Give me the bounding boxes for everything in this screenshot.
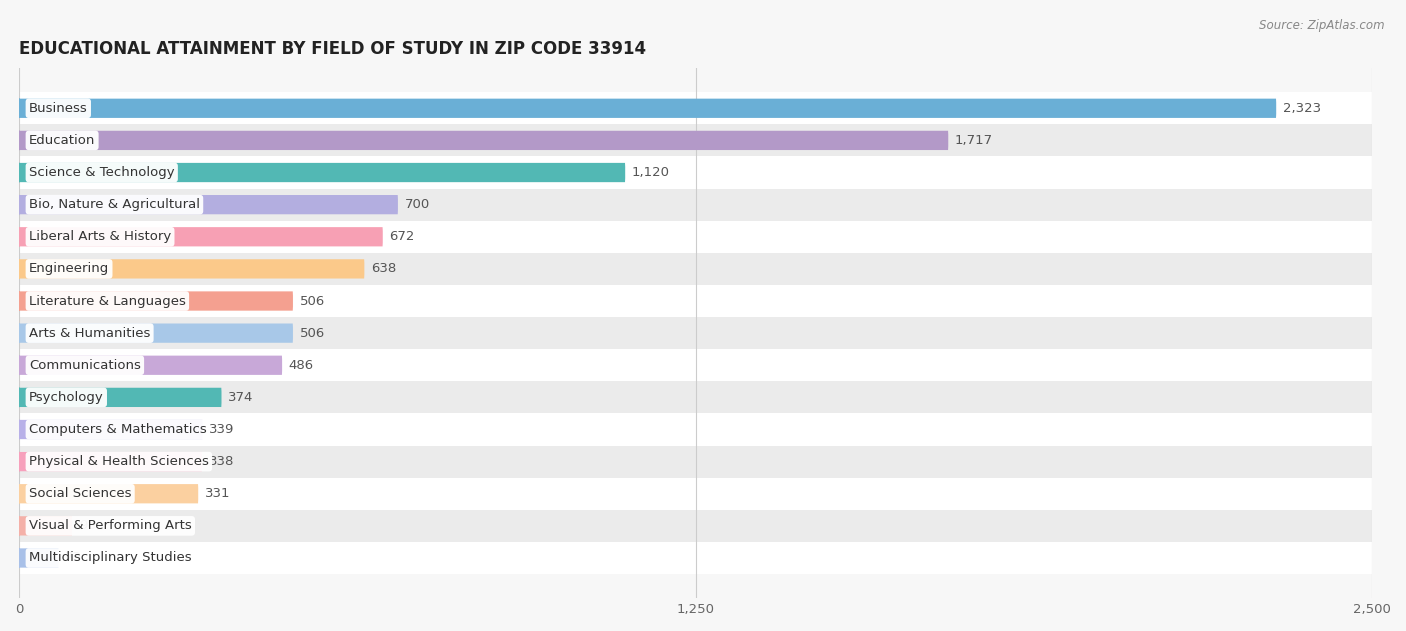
- FancyBboxPatch shape: [20, 131, 948, 150]
- FancyBboxPatch shape: [20, 324, 292, 343]
- Bar: [20, 189, 1372, 221]
- Bar: [20, 413, 1372, 445]
- Text: 700: 700: [405, 198, 430, 211]
- Bar: [20, 349, 1372, 381]
- Text: Business: Business: [30, 102, 87, 115]
- Text: 2,323: 2,323: [1282, 102, 1320, 115]
- Text: 506: 506: [299, 295, 325, 307]
- FancyBboxPatch shape: [20, 420, 202, 439]
- Text: 339: 339: [209, 423, 235, 436]
- Text: Communications: Communications: [30, 359, 141, 372]
- Text: Multidisciplinary Studies: Multidisciplinary Studies: [30, 551, 191, 565]
- Bar: [20, 542, 1372, 574]
- Bar: [20, 156, 1372, 189]
- Text: Physical & Health Sciences: Physical & Health Sciences: [30, 455, 209, 468]
- Text: Liberal Arts & History: Liberal Arts & History: [30, 230, 172, 244]
- Text: Psychology: Psychology: [30, 391, 104, 404]
- FancyBboxPatch shape: [20, 98, 1277, 118]
- FancyBboxPatch shape: [20, 227, 382, 246]
- FancyBboxPatch shape: [20, 387, 222, 407]
- Text: 672: 672: [389, 230, 415, 244]
- Text: 331: 331: [205, 487, 231, 500]
- Text: 338: 338: [208, 455, 233, 468]
- Text: EDUCATIONAL ATTAINMENT BY FIELD OF STUDY IN ZIP CODE 33914: EDUCATIONAL ATTAINMENT BY FIELD OF STUDY…: [20, 40, 647, 58]
- FancyBboxPatch shape: [20, 484, 198, 504]
- FancyBboxPatch shape: [20, 163, 626, 182]
- Text: Arts & Humanities: Arts & Humanities: [30, 327, 150, 339]
- Text: Education: Education: [30, 134, 96, 147]
- Text: Science & Technology: Science & Technology: [30, 166, 174, 179]
- Bar: [20, 253, 1372, 285]
- Text: 73: 73: [65, 551, 82, 565]
- Text: Literature & Languages: Literature & Languages: [30, 295, 186, 307]
- Bar: [20, 92, 1372, 124]
- Text: Bio, Nature & Agricultural: Bio, Nature & Agricultural: [30, 198, 200, 211]
- FancyBboxPatch shape: [20, 516, 72, 536]
- Bar: [20, 510, 1372, 542]
- Text: 638: 638: [371, 262, 396, 275]
- Bar: [20, 221, 1372, 253]
- Text: Computers & Mathematics: Computers & Mathematics: [30, 423, 207, 436]
- FancyBboxPatch shape: [20, 195, 398, 215]
- Text: 98: 98: [79, 519, 96, 533]
- Text: Engineering: Engineering: [30, 262, 110, 275]
- Bar: [20, 381, 1372, 413]
- Text: 1,717: 1,717: [955, 134, 993, 147]
- Bar: [20, 317, 1372, 349]
- Text: 506: 506: [299, 327, 325, 339]
- Text: 486: 486: [288, 359, 314, 372]
- FancyBboxPatch shape: [20, 259, 364, 278]
- FancyBboxPatch shape: [20, 548, 59, 568]
- Text: 374: 374: [228, 391, 253, 404]
- Text: Visual & Performing Arts: Visual & Performing Arts: [30, 519, 191, 533]
- FancyBboxPatch shape: [20, 356, 283, 375]
- Text: Social Sciences: Social Sciences: [30, 487, 131, 500]
- Bar: [20, 124, 1372, 156]
- Text: 1,120: 1,120: [631, 166, 669, 179]
- Text: Source: ZipAtlas.com: Source: ZipAtlas.com: [1260, 19, 1385, 32]
- Bar: [20, 445, 1372, 478]
- Bar: [20, 285, 1372, 317]
- FancyBboxPatch shape: [20, 452, 202, 471]
- FancyBboxPatch shape: [20, 292, 292, 310]
- Bar: [20, 478, 1372, 510]
